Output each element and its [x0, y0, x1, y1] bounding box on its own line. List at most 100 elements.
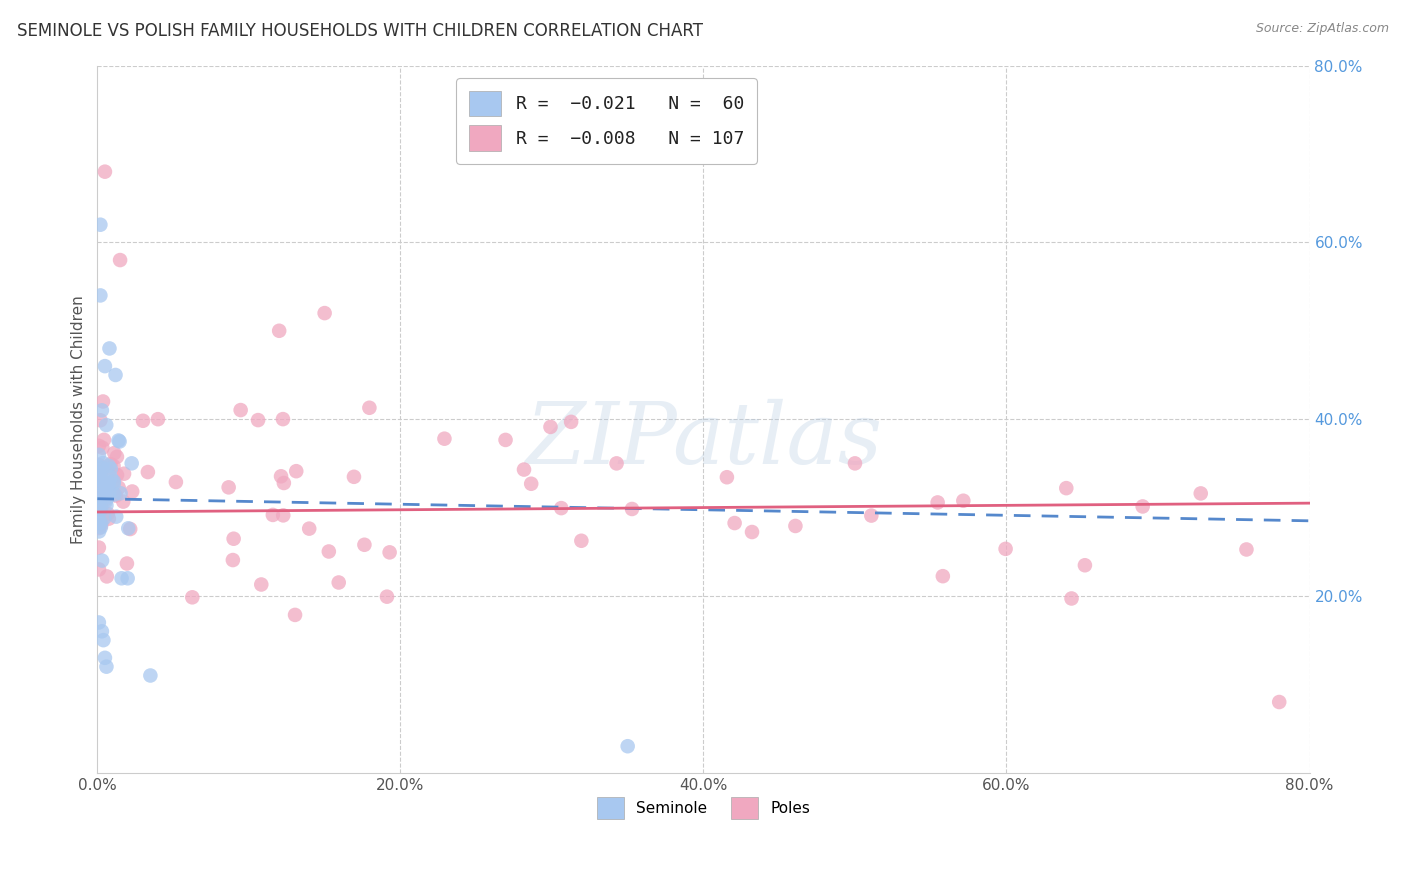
Point — [93, 511, 115, 525]
Point — [94, 477, 117, 491]
Point — [285, 464, 308, 478]
Point — [262, 508, 284, 522]
Point — [112, 467, 135, 481]
Point — [250, 577, 273, 591]
Point — [117, 571, 139, 585]
Point — [93, 433, 115, 447]
Point — [89, 490, 111, 504]
Point — [103, 475, 125, 489]
Point — [87, 459, 110, 474]
Point — [994, 541, 1017, 556]
Point — [103, 474, 125, 488]
Point — [93, 480, 115, 494]
Point — [375, 590, 398, 604]
Point — [1132, 500, 1154, 514]
Text: SEMINOLE VS POLISH FAMILY HOUSEHOLDS WITH CHILDREN CORRELATION CHART: SEMINOLE VS POLISH FAMILY HOUSEHOLDS WIT… — [17, 22, 703, 40]
Point — [270, 469, 292, 483]
Point — [97, 507, 120, 521]
Point — [87, 469, 110, 483]
Point — [87, 486, 110, 500]
Point — [120, 522, 142, 536]
Point — [121, 484, 143, 499]
Point — [181, 591, 204, 605]
Point — [94, 164, 117, 178]
Point — [495, 433, 517, 447]
Point — [91, 483, 114, 498]
Point — [927, 495, 949, 509]
Point — [94, 461, 117, 475]
Point — [540, 420, 562, 434]
Point — [97, 458, 120, 473]
Point — [87, 541, 110, 555]
Point — [87, 466, 110, 480]
Point — [569, 533, 592, 548]
Point — [108, 434, 131, 449]
Point — [87, 615, 110, 630]
Point — [89, 288, 111, 302]
Point — [433, 432, 456, 446]
Point — [97, 511, 120, 525]
Point — [97, 476, 120, 491]
Point — [90, 472, 112, 486]
Point — [229, 403, 252, 417]
Point — [90, 518, 112, 533]
Point — [90, 468, 112, 483]
Point — [378, 545, 401, 559]
Point — [90, 403, 112, 417]
Point — [112, 494, 135, 508]
Text: ZIPatlas: ZIPatlas — [524, 399, 882, 482]
Point — [87, 483, 110, 497]
Point — [91, 461, 114, 475]
Point — [94, 494, 117, 508]
Point — [87, 521, 110, 535]
Y-axis label: Family Households with Children: Family Households with Children — [72, 294, 86, 543]
Point — [87, 488, 110, 502]
Point — [139, 668, 162, 682]
Point — [87, 507, 110, 521]
Point — [93, 483, 115, 497]
Point — [273, 475, 295, 490]
Point — [513, 462, 536, 476]
Point — [117, 521, 139, 535]
Point — [844, 456, 866, 470]
Legend: Seminole, Poles: Seminole, Poles — [591, 791, 817, 825]
Point — [101, 487, 124, 501]
Point — [103, 487, 125, 501]
Point — [110, 486, 132, 500]
Point — [146, 412, 169, 426]
Point — [96, 476, 118, 491]
Point — [560, 415, 582, 429]
Point — [1268, 695, 1291, 709]
Point — [87, 448, 110, 462]
Point — [353, 538, 375, 552]
Point — [105, 468, 128, 483]
Point — [94, 485, 117, 500]
Point — [91, 553, 114, 567]
Point — [94, 480, 117, 494]
Point — [89, 413, 111, 427]
Point — [87, 562, 110, 576]
Point — [100, 470, 122, 484]
Point — [271, 508, 294, 523]
Point — [1074, 558, 1097, 573]
Point — [716, 470, 738, 484]
Point — [165, 475, 187, 489]
Point — [621, 502, 644, 516]
Point — [90, 477, 112, 491]
Point — [103, 477, 125, 491]
Point — [89, 516, 111, 530]
Point — [91, 456, 114, 470]
Point — [105, 509, 128, 524]
Point — [785, 519, 807, 533]
Point — [94, 492, 117, 507]
Point — [89, 498, 111, 512]
Point — [91, 461, 114, 475]
Point — [218, 480, 240, 494]
Point — [222, 532, 245, 546]
Point — [87, 500, 110, 514]
Point — [90, 516, 112, 530]
Point — [318, 544, 340, 558]
Point — [108, 253, 131, 268]
Point — [87, 465, 110, 479]
Point — [1060, 591, 1083, 606]
